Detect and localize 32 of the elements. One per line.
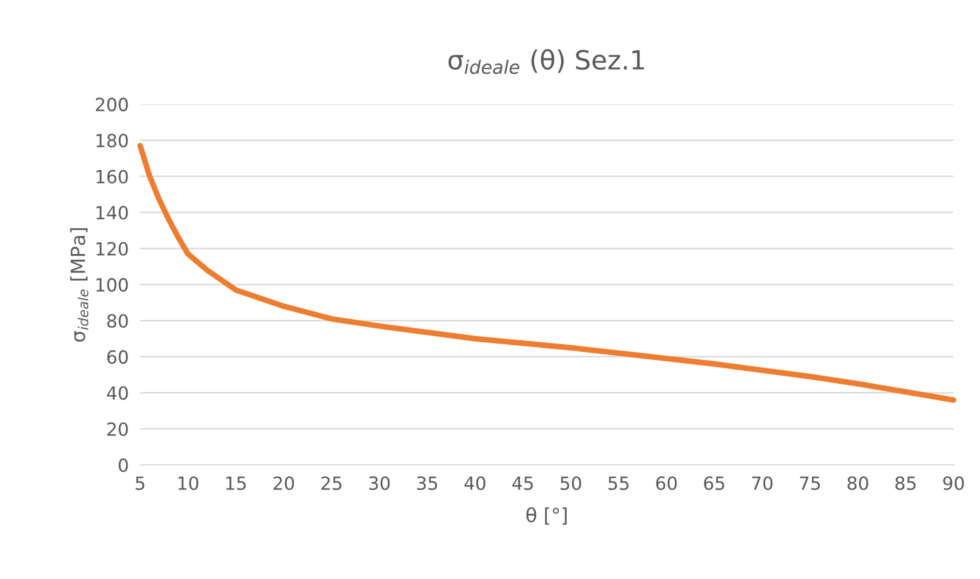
y-tick-label: 0 (118, 458, 128, 472)
y-tick-label: 60 (107, 350, 128, 364)
x-tick-label: 10 (178, 476, 198, 490)
x-tick-label: 5 (136, 476, 144, 490)
y-axis-title: σ$_{ideale}$ [MPa] (70, 228, 88, 342)
x-tick-label: 15 (226, 476, 246, 490)
x-tick-label: 85 (895, 476, 916, 490)
x-axis-title: θ [°] (526, 507, 567, 525)
x-tick-label: 80 (848, 476, 868, 490)
x-tick-label: 55 (608, 476, 629, 490)
x-tick-label: 60 (656, 476, 677, 490)
y-tick-label: 180 (96, 134, 128, 148)
y-tick-label: 40 (106, 386, 128, 400)
x-tick-label: 40 (464, 476, 486, 490)
x-tick-label: 30 (369, 476, 390, 490)
y-tick-label: 80 (107, 314, 128, 328)
x-tick-label: 45 (512, 476, 533, 490)
x-tick-label: 70 (752, 476, 772, 490)
x-tick-label: 20 (274, 476, 294, 490)
x-tick-label: 65 (704, 476, 724, 490)
y-tick-label: 20 (107, 422, 128, 436)
y-tick-label: 120 (96, 242, 128, 256)
y-tick-label: 160 (96, 170, 128, 184)
y-tick-label: 100 (96, 278, 128, 292)
x-tick-label: 75 (800, 476, 820, 490)
y-tick-label: 200 (96, 98, 128, 112)
x-tick-label: 35 (417, 476, 438, 490)
chart-title: σ$_{ideale}$ (θ) Sez.1 (448, 49, 644, 74)
x-tick-label: 90 (943, 476, 964, 490)
x-tick-label: 25 (321, 476, 342, 490)
x-tick-label: 50 (560, 476, 582, 490)
y-tick-label: 140 (96, 206, 128, 220)
